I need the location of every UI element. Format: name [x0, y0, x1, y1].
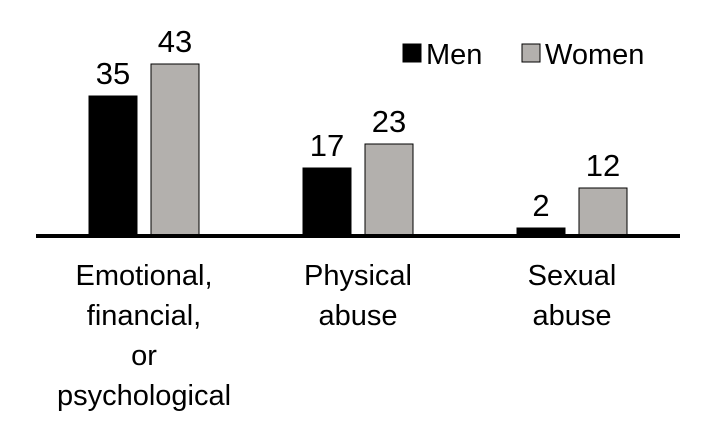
value-label-men-1: 17	[310, 128, 344, 163]
bar-men-0	[88, 95, 138, 237]
category-label-0: Emotional, financial, or psychological	[57, 260, 231, 412]
category-labels: Emotional, financial, or psychological Physi…	[57, 260, 616, 412]
value-label-women-2: 12	[586, 148, 620, 183]
category-label-2: Sexual abuse	[528, 260, 617, 332]
legend-swatch-women	[521, 43, 541, 63]
legend: Men Women	[402, 39, 644, 71]
bar-women-0	[150, 63, 200, 237]
category-label-1: Physical abuse	[304, 260, 412, 332]
bar-women-1	[364, 143, 414, 237]
bars	[88, 63, 628, 237]
legend-label-men: Men	[426, 39, 482, 71]
value-label-men-0: 35	[96, 56, 130, 91]
bar-men-1	[302, 167, 352, 237]
value-label-men-2: 2	[532, 188, 549, 223]
legend-swatch-men	[402, 43, 422, 63]
value-label-women-1: 23	[372, 104, 406, 139]
legend-label-women: Women	[545, 39, 644, 71]
bar-women-2	[578, 187, 628, 237]
value-label-women-0: 43	[158, 24, 192, 59]
value-labels: 35 17 2 43 23 12	[96, 24, 620, 223]
